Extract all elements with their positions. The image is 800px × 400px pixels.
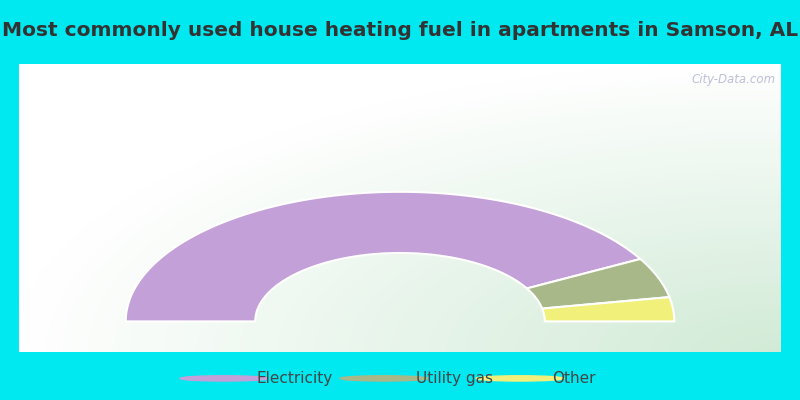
Text: Other: Other [552,371,595,386]
Circle shape [180,376,268,381]
Polygon shape [527,259,670,308]
Text: Most commonly used house heating fuel in apartments in Samson, AL: Most commonly used house heating fuel in… [2,21,798,40]
Text: Electricity: Electricity [256,371,332,386]
Polygon shape [126,192,640,322]
Circle shape [340,376,428,381]
Polygon shape [542,297,674,322]
Text: City-Data.com: City-Data.com [692,73,776,86]
Text: Utility gas: Utility gas [416,371,493,386]
Circle shape [476,376,564,381]
